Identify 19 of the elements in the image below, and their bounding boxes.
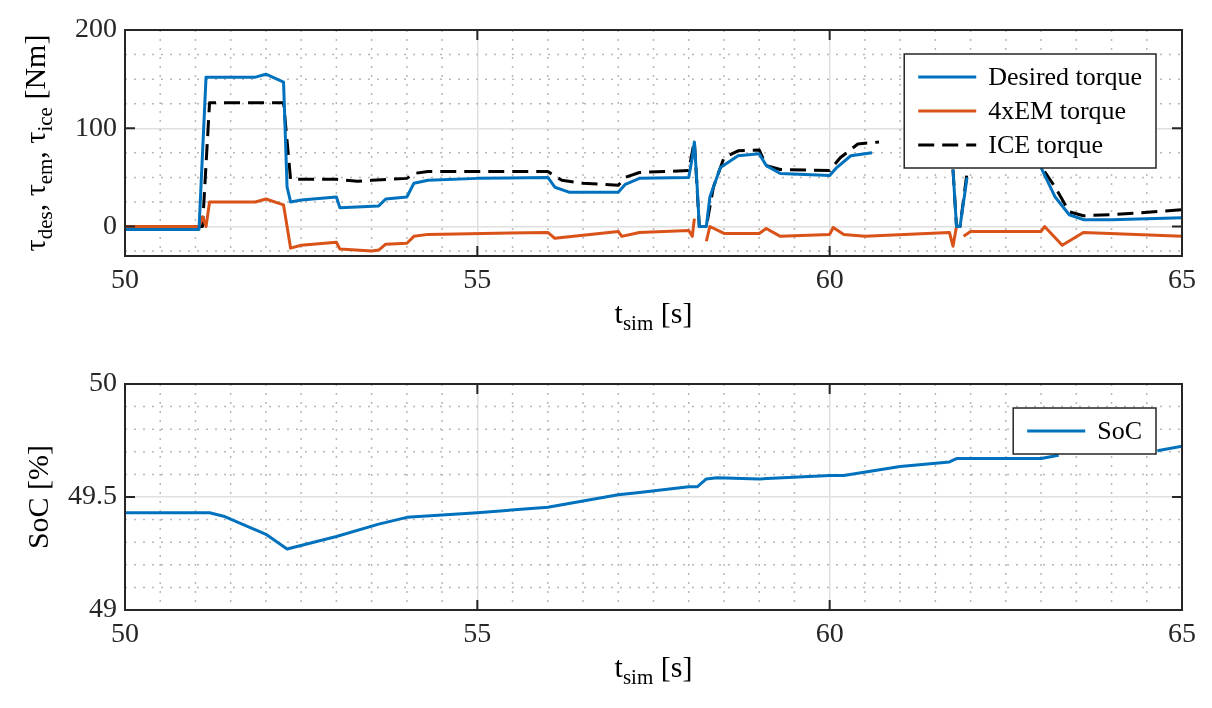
x-axis-title: t$_{sim}$ [s] [613,296,694,336]
x-tick-label: 65 [1168,617,1196,649]
x-tick-label: 60 [815,263,844,295]
x-tick-label: 55 [463,263,492,295]
y-tick-label: 100 [75,110,117,142]
y-tick-label: 0 [103,208,117,240]
x-tick-label: 50 [111,263,139,295]
x-tick-label: 65 [1168,263,1196,295]
x-tick-label: 55 [463,617,492,649]
y-tick-label: 200 [75,12,117,44]
y-tick-label: 49.5 [68,479,117,511]
x-axis-title: t$_{sim}$ [s] [613,650,694,690]
legend-label: 4xEM torque [988,95,1127,125]
legend-label: SoC [1097,415,1143,445]
legend-label: Desired torque [988,61,1142,91]
y-tick-label: 50 [89,366,117,398]
x-tick-label: 60 [815,617,844,649]
y-axis-title: SoC [%] [21,444,55,550]
legend-label: ICE torque [988,129,1104,159]
